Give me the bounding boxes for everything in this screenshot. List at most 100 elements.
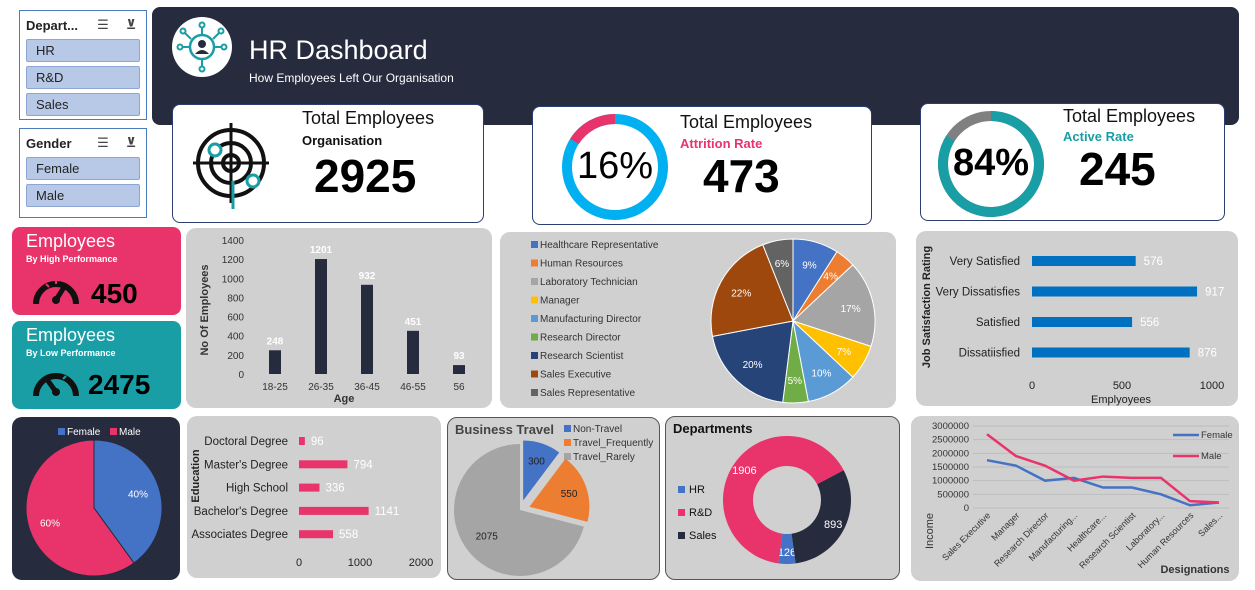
satisfaction-data-label: 556 bbox=[1140, 317, 1159, 329]
age-bar bbox=[407, 330, 419, 374]
income-ytick-label: 2000000 bbox=[932, 448, 969, 459]
income-chart: 0 500000 1000000 1500000 2000000 2500000 30000… bbox=[924, 421, 1233, 576]
departments-donut-segment bbox=[778, 533, 796, 564]
clear-filter-icon[interactable]: ⊻ bbox=[125, 135, 137, 150]
satisfaction-bar bbox=[1032, 286, 1198, 297]
role-legend-swatch bbox=[531, 278, 538, 285]
satisfaction-bar bbox=[1032, 256, 1136, 266]
role-data-label: 22% bbox=[731, 289, 751, 300]
gender-chart-panel: Female Male 40% 60% bbox=[12, 417, 180, 580]
travel-legend-swatch bbox=[564, 439, 571, 446]
role-data-label: 10% bbox=[811, 369, 831, 380]
slicer-item-male[interactable]: Male bbox=[26, 184, 140, 207]
education-data-label: 1141 bbox=[375, 506, 400, 518]
satisfaction-bar bbox=[1032, 317, 1133, 327]
travel-data-label: 2075 bbox=[476, 532, 499, 543]
travel-chart-panel: Business Travel Non-Travel Travel_Frequent… bbox=[447, 417, 660, 580]
slicer-item-sales[interactable]: Sales bbox=[26, 93, 140, 116]
department-slicer-title: Depart... bbox=[26, 17, 79, 33]
attrition-ring bbox=[562, 114, 668, 220]
gender-legend-label: Female bbox=[67, 427, 101, 438]
role-legend-swatch bbox=[531, 315, 538, 322]
education-data-label: 96 bbox=[311, 436, 324, 448]
slicer-item-female[interactable]: Female bbox=[26, 157, 140, 180]
education-category-label: High School bbox=[226, 483, 288, 495]
active-percent: 84% bbox=[952, 142, 1030, 184]
role-legend-label: Research Director bbox=[540, 333, 621, 344]
gender-slicer-title: Gender bbox=[26, 135, 72, 151]
clear-filter-icon[interactable]: ⊻ bbox=[125, 17, 137, 32]
age-xtick-label: 26-35 bbox=[308, 382, 334, 393]
income-chart-panel: 0 500000 1000000 1500000 2000000 2500000 30000… bbox=[911, 416, 1239, 581]
education-category-label: Doctoral Degree bbox=[204, 436, 288, 448]
gender-legend-swatch bbox=[58, 428, 65, 435]
kpi-attrition-label: Total Employees bbox=[680, 112, 813, 132]
age-xtick-label: 56 bbox=[453, 382, 465, 393]
role-chart: Healthcare Representative Human Resources… bbox=[531, 238, 876, 404]
role-legend-swatch bbox=[531, 389, 538, 396]
low-performance-sub: By Low Performance bbox=[26, 348, 116, 358]
satisfaction-category-label: Very Satisfied bbox=[950, 256, 1020, 268]
age-yaxis-label: No Of Employees bbox=[199, 264, 211, 355]
age-data-label: 1201 bbox=[310, 245, 333, 256]
departments-data-label: 1906 bbox=[732, 465, 756, 477]
age-data-label: 93 bbox=[453, 351, 465, 362]
satisfaction-chart-panel: Very Satisfied 576 Very Dissatisfies 917 Sat… bbox=[916, 231, 1238, 406]
income-series-line bbox=[986, 458, 1220, 507]
income-ytick-label: 2500000 bbox=[932, 435, 969, 446]
age-bar bbox=[315, 259, 327, 374]
travel-chart-title: Business Travel bbox=[455, 422, 554, 437]
travel-legend-label: Travel_Rarely bbox=[573, 452, 635, 463]
education-bar bbox=[299, 437, 305, 445]
travel-data-label: 550 bbox=[561, 489, 578, 500]
gender-slicer-header: Gender ☰ ⊻ bbox=[26, 133, 140, 153]
role-legend-label: Sales Executive bbox=[540, 370, 612, 381]
education-bar bbox=[299, 530, 334, 539]
education-xtick-label: 2000 bbox=[409, 557, 433, 569]
role-legend-label: Human Resources bbox=[540, 259, 623, 270]
education-xtick-label: 1000 bbox=[348, 557, 372, 569]
income-xtick-label: Research Director bbox=[992, 510, 1050, 568]
satisfaction-bar bbox=[1032, 347, 1190, 358]
gender-pie-slice bbox=[93, 439, 163, 564]
low-performance-value: 2475 bbox=[88, 369, 151, 400]
departments-legend-label: R&D bbox=[689, 507, 712, 519]
low-performance-tile: Employees By Low Performance 2475 bbox=[12, 321, 181, 409]
departments-chart: Departments HR R&D Sales 126 1906 893 bbox=[673, 421, 851, 564]
role-legend-label: Manager bbox=[540, 296, 580, 307]
travel-pie-slice bbox=[454, 444, 584, 576]
kpi-active-value: 245 bbox=[1079, 143, 1156, 195]
role-legend-label: Laboratory Technician bbox=[540, 277, 638, 288]
satisfaction-xtick-label: 1000 bbox=[1200, 380, 1224, 392]
role-pie-slice bbox=[762, 238, 794, 322]
slicer-item-hr[interactable]: HR bbox=[26, 39, 140, 62]
income-legend-label: Male bbox=[1201, 451, 1222, 462]
kpi-attrition: 16% Total Employees Attrition Rate 473 bbox=[532, 106, 872, 225]
satisfaction-data-label: 917 bbox=[1205, 287, 1224, 299]
income-xaxis-label: Designations bbox=[1160, 564, 1229, 576]
travel-legend-label: Travel_Frequently bbox=[573, 438, 653, 449]
departments-legend-swatch bbox=[678, 509, 685, 516]
age-chart: 0 200 400 600 800 1000 1200 1400 248 18-25 1201 26-… bbox=[199, 236, 465, 405]
gender-slicer: Gender ☰ ⊻ Female Male bbox=[19, 128, 147, 218]
role-legend-swatch bbox=[531, 259, 538, 267]
kpi-total-value: 2925 bbox=[314, 150, 417, 202]
slicer-item-rnd[interactable]: R&D bbox=[26, 66, 140, 89]
age-data-label: 932 bbox=[359, 271, 376, 282]
age-data-label: 248 bbox=[267, 336, 284, 347]
role-legend-label: Sales Representative bbox=[540, 388, 635, 399]
role-data-label: 9% bbox=[802, 260, 817, 271]
satisfaction-xaxis-label: Emplyoyees bbox=[1091, 394, 1151, 406]
satisfaction-category-label: Dissatiisfied bbox=[959, 348, 1020, 360]
multi-select-icon[interactable]: ☰ bbox=[97, 17, 109, 32]
attrition-ring-fill bbox=[570, 114, 615, 144]
departments-legend-swatch bbox=[678, 486, 685, 493]
age-xtick-label: 36-45 bbox=[354, 382, 380, 393]
travel-legend-swatch bbox=[564, 453, 571, 460]
age-xaxis-label: Age bbox=[334, 393, 355, 405]
multi-select-icon[interactable]: ☰ bbox=[97, 135, 109, 150]
kpi-attrition-sub: Attrition Rate bbox=[680, 136, 763, 151]
income-legend-label: Female bbox=[1201, 430, 1233, 441]
age-ytick-label: 800 bbox=[227, 293, 244, 304]
high-performance-sub: By High Performance bbox=[26, 254, 118, 264]
